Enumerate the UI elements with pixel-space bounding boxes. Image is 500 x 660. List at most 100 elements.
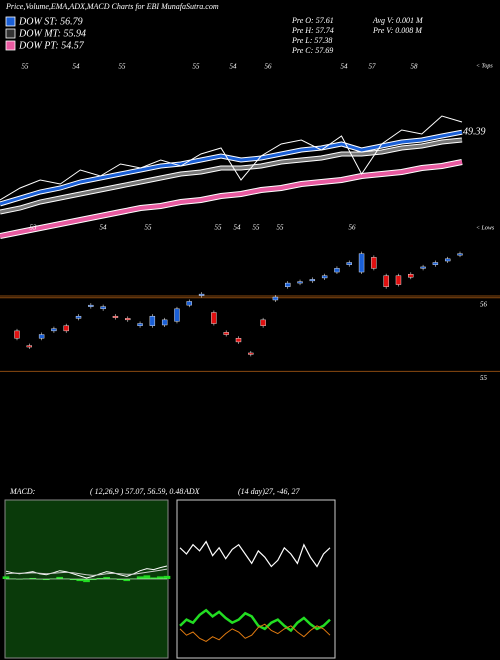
histogram-bar bbox=[163, 575, 171, 579]
candle bbox=[174, 308, 180, 322]
series-line bbox=[0, 138, 463, 214]
candle bbox=[137, 323, 143, 326]
low-label: 54 bbox=[234, 224, 242, 232]
candle bbox=[198, 293, 205, 296]
candle bbox=[420, 266, 426, 269]
candle bbox=[444, 258, 451, 262]
histogram-bar bbox=[42, 579, 50, 581]
candle bbox=[38, 334, 45, 339]
y-tick-label: 55 bbox=[480, 374, 488, 382]
top-label: 54 bbox=[73, 63, 81, 71]
info-item: Pre O: 57.61 bbox=[291, 16, 334, 25]
info-item: Pre C: 57.69 bbox=[291, 46, 333, 55]
adx-panel bbox=[176, 499, 336, 659]
indicator-params: (14 day)27, -46, 27 bbox=[238, 487, 301, 496]
series-line bbox=[179, 623, 331, 642]
indicator-label: ADX bbox=[183, 487, 201, 496]
candle bbox=[248, 352, 254, 355]
top-label: 56 bbox=[265, 63, 273, 71]
histogram-bar bbox=[136, 576, 144, 579]
legend-swatch bbox=[5, 28, 16, 39]
candle bbox=[149, 315, 156, 326]
candle bbox=[321, 275, 328, 279]
histogram-bar bbox=[69, 579, 77, 581]
series-line bbox=[0, 160, 463, 238]
candle bbox=[161, 319, 168, 326]
candle bbox=[457, 253, 463, 256]
candle bbox=[371, 257, 377, 269]
top-label: 57 bbox=[369, 63, 377, 71]
candle bbox=[100, 306, 106, 310]
candle bbox=[334, 268, 340, 273]
top-label: 58 bbox=[411, 63, 419, 71]
candle bbox=[297, 281, 303, 284]
histogram-bar bbox=[89, 579, 97, 581]
indicator-params: ( 12,26,9 ) 57.07, 56.59, 0.48 bbox=[90, 487, 183, 496]
chart-title: Price,Volume,EMA,ADX,MACD Charts for EBI… bbox=[5, 2, 219, 11]
histogram-bar bbox=[150, 577, 157, 579]
candle bbox=[358, 253, 365, 273]
candle bbox=[309, 279, 316, 282]
y-tick-label: 56 bbox=[480, 300, 488, 308]
histogram-bar bbox=[103, 576, 110, 579]
candle bbox=[88, 304, 94, 307]
last-value-label: 49.39 bbox=[463, 126, 486, 137]
series-line bbox=[179, 540, 331, 568]
candle bbox=[260, 319, 266, 326]
candle bbox=[125, 318, 131, 321]
legend-label: DOW PT: 54.57 bbox=[18, 40, 85, 51]
low-label: 55 bbox=[253, 224, 261, 232]
histogram-bar bbox=[156, 576, 164, 579]
top-label: 54 bbox=[341, 63, 349, 71]
low-label: 55 bbox=[215, 224, 223, 232]
low-label: 56 bbox=[349, 224, 357, 232]
top-label: 55 bbox=[193, 63, 201, 71]
legend-swatch bbox=[5, 16, 16, 27]
indicator-label: MACD: bbox=[9, 487, 36, 496]
top-label: 55 bbox=[119, 63, 127, 71]
legend-label: DOW ST: 56.79 bbox=[18, 16, 83, 27]
lows-label: < Lows bbox=[476, 225, 495, 231]
series-line bbox=[179, 608, 331, 633]
candle bbox=[272, 296, 279, 301]
candle bbox=[285, 282, 291, 287]
candle bbox=[112, 315, 119, 318]
info-item: Pre V: 0.008 M bbox=[372, 26, 423, 35]
histogram-bar bbox=[56, 576, 64, 579]
low-label: 53 bbox=[30, 224, 38, 232]
histogram-bar bbox=[116, 579, 124, 581]
candle bbox=[346, 262, 352, 265]
info-item: Avg V: 0.001 M bbox=[372, 16, 424, 25]
candle bbox=[211, 312, 217, 324]
candle bbox=[395, 275, 402, 285]
info-item: Pre L: 57.38 bbox=[291, 36, 332, 45]
macd-line bbox=[5, 568, 168, 576]
candle bbox=[235, 338, 242, 343]
macd-line bbox=[5, 565, 168, 579]
legend-label: DOW MT: 55.94 bbox=[18, 28, 86, 39]
histogram-bar bbox=[83, 579, 90, 583]
histogram-bar bbox=[96, 577, 104, 579]
histogram-bar bbox=[76, 579, 84, 582]
candle bbox=[432, 262, 439, 265]
top-label: 55 bbox=[22, 63, 30, 71]
candle bbox=[51, 328, 57, 332]
low-label: 55 bbox=[145, 224, 153, 232]
info-item: Pre H: 57.74 bbox=[291, 26, 334, 35]
candle bbox=[75, 315, 82, 319]
candle bbox=[383, 275, 389, 287]
legend-swatch bbox=[5, 40, 16, 51]
candle bbox=[186, 301, 192, 306]
candle bbox=[14, 330, 20, 339]
candle bbox=[223, 332, 229, 335]
top-label: 54 bbox=[230, 63, 238, 71]
histogram-bar bbox=[29, 577, 37, 579]
candle bbox=[26, 345, 33, 348]
low-label: 54 bbox=[100, 224, 108, 232]
candle bbox=[408, 274, 414, 278]
histogram-bar bbox=[2, 576, 10, 579]
series-line bbox=[0, 130, 463, 206]
tops-label: < Tops bbox=[476, 63, 493, 69]
